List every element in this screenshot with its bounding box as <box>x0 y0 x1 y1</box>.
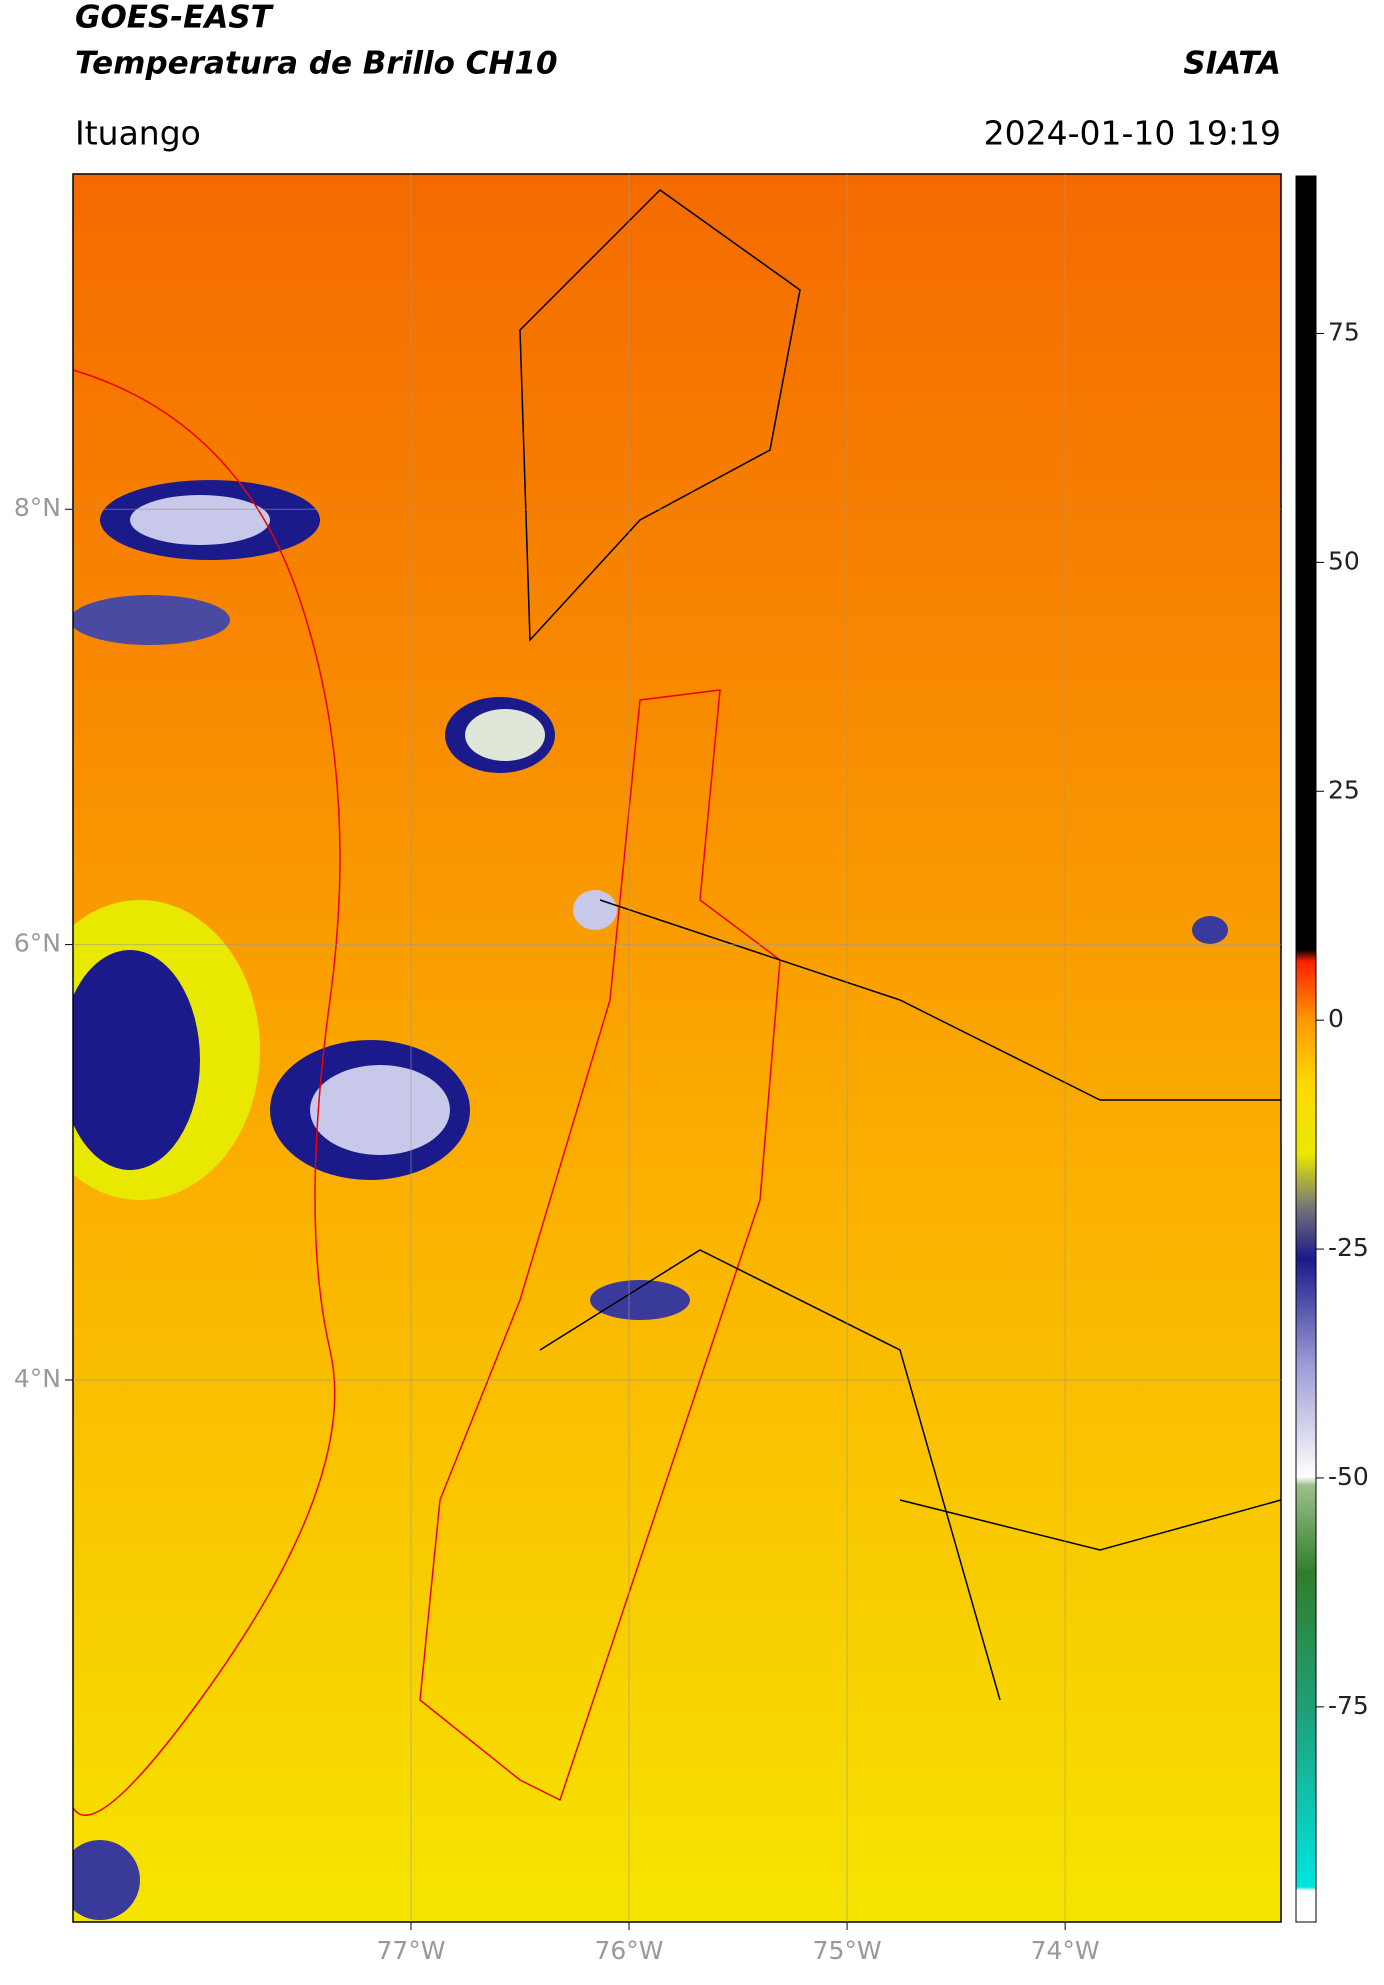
colorbar-tick-label: 75 <box>1328 317 1360 346</box>
lon-label: 77°W <box>376 1936 445 1965</box>
colorbar-tick-label: 25 <box>1328 775 1360 804</box>
lat-label: 4°N <box>14 1364 61 1393</box>
lon-label: 74°W <box>1031 1936 1100 1965</box>
colorbar-tick-label: -75 <box>1328 1691 1369 1720</box>
title: GOES-EAST <box>75 0 275 36</box>
lat-label: 6°N <box>14 929 61 958</box>
colorbar-tick-label: -50 <box>1328 1462 1369 1491</box>
colorbar-tick-label: -25 <box>1328 1233 1369 1262</box>
colorbar-tick-label: 50 <box>1328 546 1360 575</box>
lat-label: 8°N <box>14 493 61 522</box>
map-image <box>73 174 1281 1922</box>
location: Ituango <box>75 114 201 153</box>
lon-label: 75°W <box>813 1936 882 1965</box>
map-frame <box>72 173 1282 1923</box>
colorbar-tick-label: 0 <box>1328 1004 1344 1033</box>
subtitle: Temperatura de Brillo CH10 <box>75 46 558 82</box>
lon-label: 76°W <box>595 1936 664 1965</box>
timestamp: 2024-01-10 19:19 <box>984 114 1281 153</box>
colorbar <box>1295 175 1317 1923</box>
org: SIATA <box>1183 46 1281 82</box>
